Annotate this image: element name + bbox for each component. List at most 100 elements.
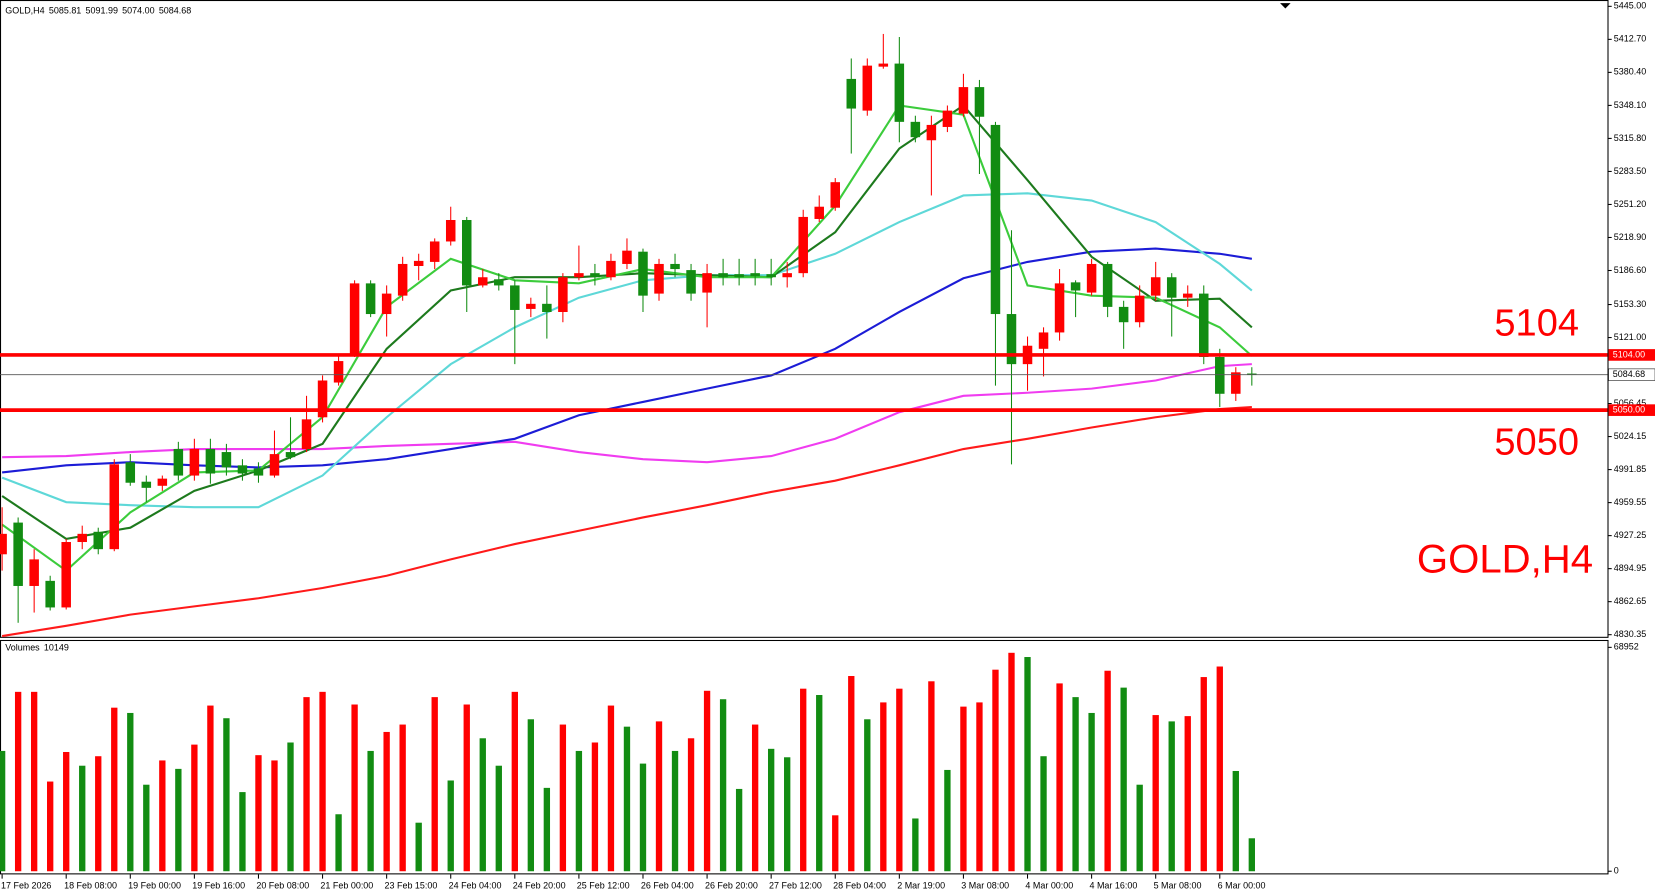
volume-bar [367,750,374,872]
candle-body [29,559,39,586]
volume-bar [751,724,759,872]
candle-body [878,63,889,67]
x-tick-label: 28 Feb 04:00 [833,880,886,890]
volume-bar [671,750,679,872]
volume-bar [447,780,454,872]
volume-bar [896,688,903,872]
candle-body [574,273,584,278]
volume-bar [559,724,567,872]
candle-body [173,448,184,476]
header: GOLD,H4 5085.81 5091.99 5074.00 5084.68 [5,6,191,16]
header-value: 5085.81 [49,6,81,16]
x-tick-label: 19 Feb 16:00 [192,880,245,890]
candle-body [734,274,744,278]
volume-bar [207,705,214,872]
volume-bar [351,704,358,872]
candle-body [958,87,969,114]
header-value: 5084.68 [159,6,191,16]
volume-bar [527,719,535,872]
volume-bar [1136,784,1143,872]
volume-bar [1040,756,1047,872]
candle-body [333,361,344,383]
candle-body [590,273,600,278]
candle-body [718,273,728,278]
candle-body [926,124,937,141]
x-tick-label: 26 Feb 04:00 [641,880,694,890]
volume-bar [1104,670,1111,872]
candle-body [750,273,760,277]
candle-body [365,283,376,315]
volume-title: Volumes 10149 [5,643,69,653]
candle-body [942,110,953,127]
x-tick-label: 5 Mar 08:00 [1154,880,1202,890]
volume-bar [415,822,422,872]
x-tick-label: 21 Feb 00:00 [320,880,373,890]
candle-body [1070,282,1081,291]
candle-body [301,419,312,449]
volume-bar [655,721,663,872]
volume-bar [175,768,182,872]
candle-body [157,478,168,486]
candle-body [1118,306,1129,323]
price-panel [0,0,1609,638]
volume-bar [431,697,438,872]
volume-bar [239,792,246,872]
y-tick-label: 4991.85 [1614,464,1646,474]
y-tick-label: 5412.70 [1614,34,1646,44]
candle-body [494,279,504,286]
symbol-label: GOLD,H4 [1417,536,1593,581]
y-tick-label: 4894.95 [1614,563,1646,573]
candle-body [1006,314,1017,365]
candle-body [1134,295,1145,323]
volume-bar [383,731,390,872]
volume-bar [319,691,326,872]
candle-body [1199,293,1209,357]
candle-body [526,303,536,309]
volume-bar [1024,657,1031,872]
candle-body [974,87,985,117]
candle-body [830,182,841,208]
candle-body [1247,373,1257,375]
candle-body [0,533,7,555]
volume-bar [223,718,230,872]
level-box [1608,349,1655,361]
volume-bar [255,755,262,872]
x-tick-label: 4 Mar 16:00 [1089,880,1137,890]
candle-body [205,448,216,474]
candle-body [285,452,296,458]
volume-bar [463,704,470,872]
candle-body [13,522,23,586]
level-label: 5104.00 [1613,349,1645,359]
y-tick-label: 5380.40 [1614,67,1646,77]
volume-bar [303,697,310,872]
volume-bar [127,712,134,872]
header-value: 5091.99 [86,6,118,16]
current-price-label: 5084.68 [1613,369,1645,379]
candle-body [141,481,152,488]
moving-average [1,247,1253,474]
y-tick-label: 5056.45 [1614,398,1646,408]
candle-body [253,468,264,476]
candle-body [1102,263,1113,307]
volume-bar [800,688,807,872]
volume-bar [832,815,839,872]
candle-body [798,216,808,274]
x-tick-label: 4 Mar 00:00 [1025,880,1073,890]
volume-bar [976,702,983,872]
volume-bar [111,707,118,872]
candle-body [61,542,71,608]
candle-body [93,531,103,550]
volume-bar [191,744,198,872]
x-tick-label: 23 Feb 15:00 [385,880,438,890]
candle-body [109,464,120,550]
volume-bar [287,742,294,872]
volume-bar [335,814,342,872]
volume-name: Volumes [5,643,40,653]
volume-tick-label: 68952 [1614,642,1639,652]
volume-bar [639,763,647,872]
y-tick-label: 4830.35 [1614,629,1646,639]
candle-body [1150,277,1161,296]
candle-body [862,65,873,111]
x-tick-label: 24 Feb 20:00 [513,880,566,890]
